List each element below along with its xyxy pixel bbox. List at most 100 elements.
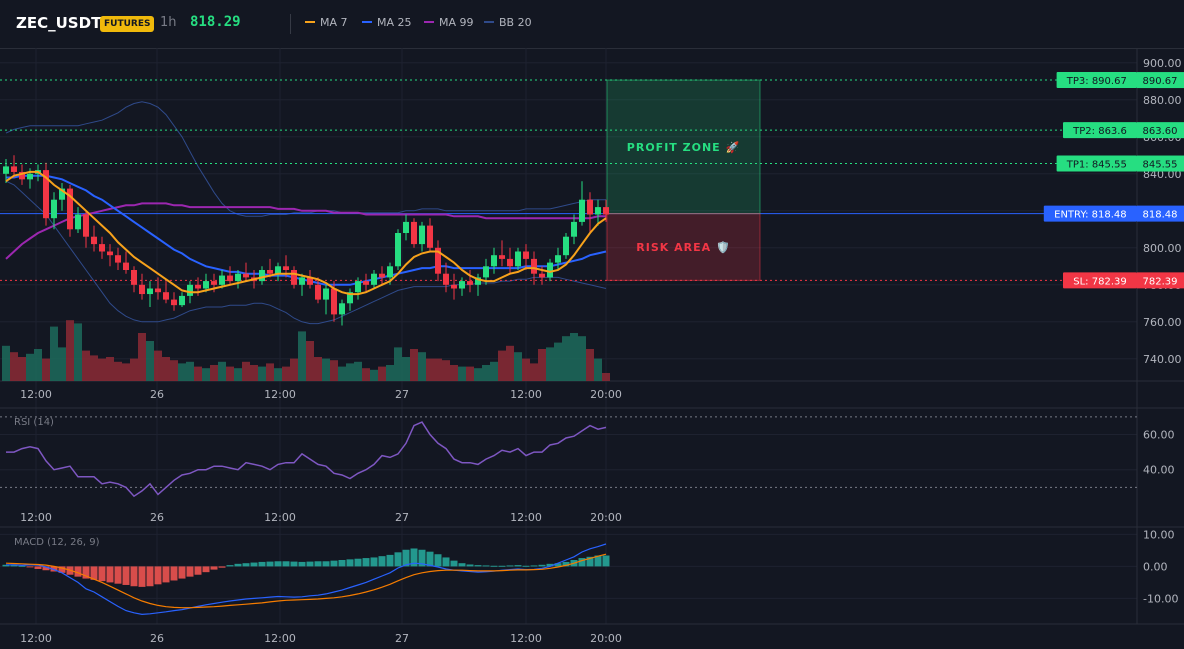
volume-bar: [418, 352, 426, 381]
volume-bar: [386, 365, 394, 381]
candle-body: [347, 292, 353, 304]
candle-body: [171, 299, 177, 306]
last-price: 818.29: [190, 14, 241, 30]
time-tick-label: 12:00: [20, 632, 52, 645]
macd-histogram-bar: [186, 566, 194, 577]
macd-histogram-bar: [562, 561, 570, 567]
volume-bar: [562, 336, 570, 381]
candle-body: [99, 244, 105, 252]
macd-histogram-bar: [226, 565, 234, 567]
candle-body: [563, 236, 569, 256]
volume-bar: [290, 358, 298, 381]
volume-bar: [74, 323, 82, 381]
candle-body: [515, 251, 521, 267]
time-tick-label: 20:00: [590, 388, 622, 401]
candle-body: [283, 266, 289, 270]
volume-bar: [378, 366, 386, 381]
tp3-price-box: [1137, 72, 1184, 89]
candle-body: [547, 262, 553, 278]
volume-bar: [490, 361, 498, 381]
volume-bar: [402, 357, 410, 381]
candle-body: [75, 214, 81, 230]
macd-histogram-bar: [346, 559, 354, 567]
macd-histogram-bar: [130, 566, 138, 587]
macd-histogram-bar: [338, 560, 346, 567]
macd-signal-line: [5, 553, 607, 609]
price-tick-label: 760.00: [1143, 316, 1182, 329]
price-tick-label: 880.00: [1143, 94, 1182, 107]
macd-histogram-bar: [586, 556, 594, 567]
volume-bar: [234, 368, 242, 381]
profit-zone-label: PROFIT ZONE 🚀: [627, 141, 740, 154]
time-tick-label: 12:00: [510, 632, 542, 645]
legend-ma99[interactable]: MA 99: [424, 16, 474, 29]
legend-ma7[interactable]: MA 7: [305, 16, 348, 29]
volume-bar: [18, 357, 26, 381]
volume-bar: [34, 349, 42, 381]
macd-histogram-bar: [362, 558, 370, 567]
macd-histogram-bar: [74, 566, 82, 577]
candle-body: [363, 281, 369, 285]
candle-body: [587, 199, 593, 215]
volume-bar: [514, 352, 522, 381]
volume-bar: [218, 361, 226, 381]
volume-bar: [298, 331, 306, 381]
legend-ma99-label: MA 99: [439, 16, 474, 29]
time-tick-label: 12:00: [20, 388, 52, 401]
volume-bar: [66, 320, 74, 381]
macd-histogram-bar: [82, 566, 90, 579]
candle-body: [19, 171, 25, 180]
timeframe-label[interactable]: 1h: [160, 15, 177, 30]
macd-histogram-bar: [2, 564, 10, 567]
macd-title: MACD (12, 26, 9): [14, 537, 100, 548]
volume-bar: [474, 368, 482, 381]
macd-histogram-bar: [290, 561, 298, 567]
macd-histogram-bar: [418, 549, 426, 567]
candle-body: [555, 255, 561, 263]
candle-body: [299, 277, 305, 285]
candle-body: [355, 281, 361, 293]
macd-histogram-bar: [234, 563, 242, 567]
candle-body: [147, 288, 153, 295]
candle-body: [387, 266, 393, 278]
macd-histogram-bar: [218, 566, 226, 568]
volume-bar: [498, 350, 506, 381]
volume-bar: [226, 366, 234, 381]
header-divider: [290, 14, 291, 34]
volume-bar: [594, 358, 602, 381]
candle-body: [83, 214, 89, 237]
rsi-line: [6, 421, 607, 498]
tp1-price-box: [1137, 155, 1184, 172]
candle-body: [275, 266, 281, 274]
legend-bb20[interactable]: BB 20: [484, 16, 532, 29]
candle-body: [27, 173, 33, 180]
volume-bar: [26, 353, 34, 381]
macd-histogram-bar: [202, 566, 210, 573]
macd-histogram-bar: [370, 557, 378, 567]
volume-bar: [314, 357, 322, 381]
volume-bar: [130, 358, 138, 381]
macd-histogram-bar: [450, 560, 458, 567]
volume-bar: [570, 333, 578, 381]
macd-histogram-bar: [474, 565, 482, 567]
volume-bar: [434, 358, 442, 381]
tp3-price-label: 890.67: [1143, 76, 1178, 87]
candle-body: [307, 277, 313, 285]
legend-ma25[interactable]: MA 25: [362, 16, 412, 29]
macd-histogram-bar: [138, 566, 146, 587]
symbol-title[interactable]: ZEC_USDT: [16, 14, 102, 32]
macd-histogram-bar: [34, 566, 42, 569]
futures-badge: FUTURES: [100, 16, 155, 32]
macd-histogram-bar: [178, 566, 186, 579]
candle-body: [435, 247, 441, 274]
candle-body: [491, 255, 497, 267]
volume-bar: [586, 349, 594, 381]
macd-histogram-bar: [466, 564, 474, 567]
candle-body: [579, 199, 585, 222]
macd-histogram-bar: [194, 566, 202, 575]
macd-histogram-bar: [546, 563, 554, 567]
volume-bar: [330, 360, 338, 381]
time-tick-label: 20:00: [590, 632, 622, 645]
volume-bar: [458, 366, 466, 381]
